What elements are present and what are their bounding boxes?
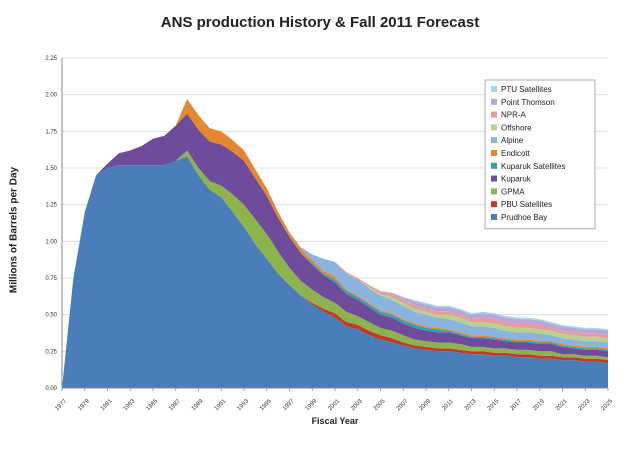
x-tick-label: 2011 (441, 398, 455, 412)
legend-swatch (491, 201, 497, 208)
legend-swatch (491, 175, 497, 182)
x-tick-label: 2015 (487, 398, 501, 412)
y-tick-label: 0.00 (45, 386, 57, 392)
legend-label: NPR-A (501, 111, 527, 120)
legend-label: Kuparuk Satellites (501, 162, 565, 171)
x-tick-label: 2001 (327, 398, 341, 412)
x-tick-label: 2009 (418, 398, 432, 412)
x-tick-label: 1987 (168, 398, 182, 412)
y-tick-label: 0.50 (45, 313, 57, 319)
y-tick-label: 2.00 (45, 93, 57, 99)
legend-swatch (491, 124, 497, 131)
x-tick-label: 2021 (555, 398, 569, 412)
y-tick-label: 2.25 (45, 56, 57, 62)
y-tick-label: 1.75 (45, 129, 57, 135)
x-tick-label: 1979 (77, 398, 91, 412)
legend-label: Endicott (501, 149, 531, 158)
x-tick-label: 1989 (191, 398, 205, 412)
legend-label: Offshore (501, 123, 532, 132)
x-tick-label: 1995 (259, 398, 273, 412)
legend-label: PTU Satellites (501, 85, 552, 94)
legend-label: Kuparuk (501, 175, 532, 184)
x-tick-label: 1983 (123, 398, 137, 412)
legend-swatch (491, 150, 497, 156)
x-tick-label: 2005 (373, 398, 387, 412)
legend-label: Prudhoe Bay (501, 213, 547, 222)
x-tick-label: 1997 (282, 398, 296, 412)
legend-swatch (491, 137, 497, 144)
y-tick-label: 1.50 (45, 166, 57, 172)
y-tick-label: 1.00 (45, 239, 57, 245)
x-tick-label: 2023 (578, 398, 592, 412)
legend-swatch (491, 214, 497, 220)
x-axis-label: Fiscal Year (311, 416, 359, 426)
area-point-thomson (62, 99, 608, 388)
x-tick-label: 2025 (600, 398, 614, 412)
x-tick-label: 1985 (145, 398, 159, 412)
x-tick-label: 1991 (214, 398, 228, 412)
y-tick-label: 0.25 (45, 349, 57, 355)
x-tick-label: 2013 (464, 398, 478, 412)
legend-label: Point Thomson (501, 98, 555, 107)
legend-swatch (491, 162, 497, 169)
legend-box (484, 79, 596, 230)
legend-swatch (491, 86, 497, 92)
legend-swatch (491, 188, 497, 195)
x-tick-label: 2017 (509, 398, 523, 412)
x-tick-label: 1977 (54, 398, 68, 412)
y-tick-label: 1.25 (45, 203, 57, 209)
legend-label: GPMA (501, 187, 525, 196)
legend-swatch (491, 111, 497, 118)
x-tick-label: 2003 (350, 398, 364, 412)
y-tick-label: 0.75 (45, 276, 57, 282)
area-prudhoe-bay (62, 156, 608, 388)
x-tick-label: 2007 (396, 398, 410, 412)
chart-title: ANS production History & Fall 2011 Forec… (160, 14, 480, 31)
legend-label: Alpine (501, 136, 524, 145)
x-tick-label: 1999 (305, 398, 319, 412)
legend-label: PBU Satellites (501, 200, 552, 209)
x-tick-label: 1981 (100, 398, 114, 412)
legend-swatch (491, 98, 497, 105)
x-tick-label: 1993 (236, 398, 250, 412)
x-tick-label: 2019 (532, 398, 546, 412)
